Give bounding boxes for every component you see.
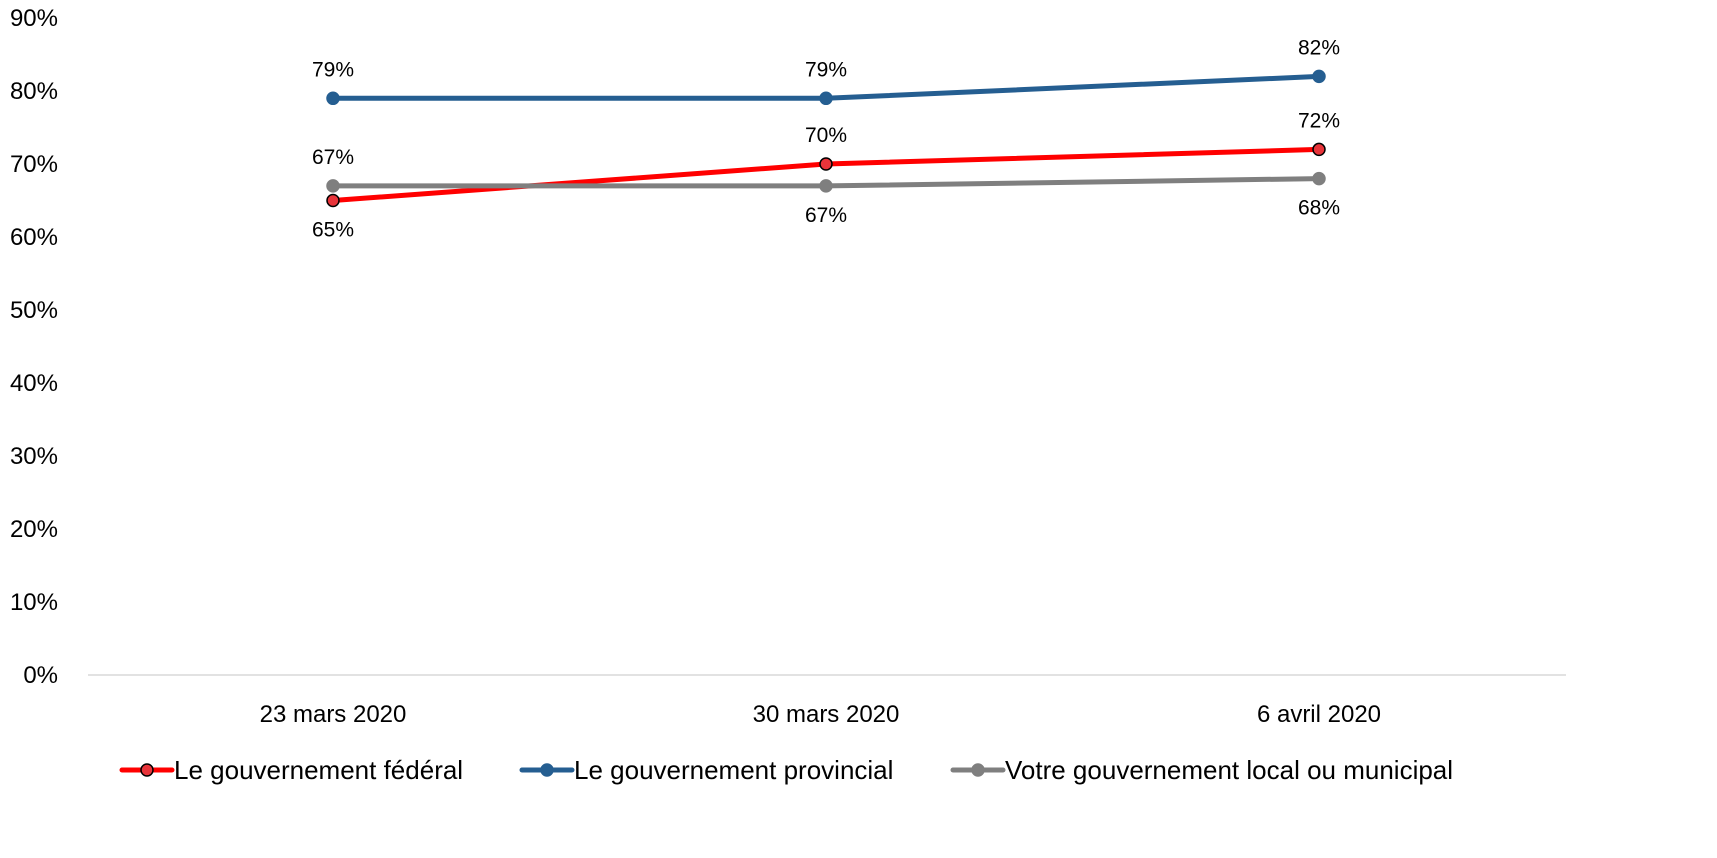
data-label: 79% <box>805 58 847 81</box>
y-tick-label: 10% <box>10 589 58 616</box>
y-tick-label: 20% <box>10 516 58 543</box>
data-point <box>326 193 340 208</box>
x-axis-tick-labels: 23 mars 2020 30 mars 2020 6 avril 2020 <box>260 701 1381 728</box>
y-tick-label: 60% <box>10 224 58 251</box>
data-label: 67% <box>312 146 354 169</box>
data-label: 67% <box>805 204 847 227</box>
y-tick-label: 0% <box>23 662 58 689</box>
data-label: 65% <box>312 219 354 242</box>
data-point <box>326 179 340 193</box>
y-tick-label: 80% <box>10 78 58 105</box>
y-axis-tick-labels: 0% 10% 20% 30% 40% 50% 60% 70% 80% 90% <box>10 5 58 689</box>
x-tick-label: 30 mars 2020 <box>753 701 900 728</box>
x-tick-label: 6 avril 2020 <box>1257 701 1381 728</box>
data-label: 70% <box>805 124 847 147</box>
y-tick-label: 50% <box>10 297 58 324</box>
legend-item: Votre gouvernement local ou municipal <box>950 755 1453 785</box>
legend: Le gouvernement fédéral Le gouvernement p… <box>119 755 1453 785</box>
legend-marker-swatch <box>971 763 985 777</box>
legend-item: Le gouvernement provincial <box>519 755 893 785</box>
legend-marker-swatch <box>140 763 154 777</box>
data-point <box>326 91 340 106</box>
data-point <box>1312 69 1326 84</box>
y-tick-label: 40% <box>10 370 58 397</box>
y-tick-label: 30% <box>10 443 58 470</box>
data-label: 68% <box>1298 197 1340 220</box>
data-label: 72% <box>1298 109 1340 132</box>
x-tick-label: 23 mars 2020 <box>260 701 407 728</box>
legend-label: Le gouvernement fédéral <box>174 755 463 785</box>
legend-label: Votre gouvernement local ou municipal <box>1005 755 1453 785</box>
data-point <box>819 179 833 193</box>
legend-marker-swatch <box>540 763 554 777</box>
series-markers <box>326 69 1326 208</box>
data-point <box>819 157 833 171</box>
y-tick-label: 90% <box>10 5 58 32</box>
data-label: 82% <box>1298 36 1340 59</box>
data-point <box>1312 171 1326 186</box>
data-labels: 65% 70% 72% 79% 79% 82% 67% 67% 68% <box>312 36 1340 241</box>
data-label: 79% <box>312 58 354 81</box>
legend-label: Le gouvernement provincial <box>574 755 893 785</box>
data-point <box>819 91 833 106</box>
legend-item: Le gouvernement fédéral <box>119 755 463 785</box>
data-point <box>1312 142 1326 157</box>
y-tick-label: 70% <box>10 151 58 178</box>
series-line <box>330 146 1322 203</box>
